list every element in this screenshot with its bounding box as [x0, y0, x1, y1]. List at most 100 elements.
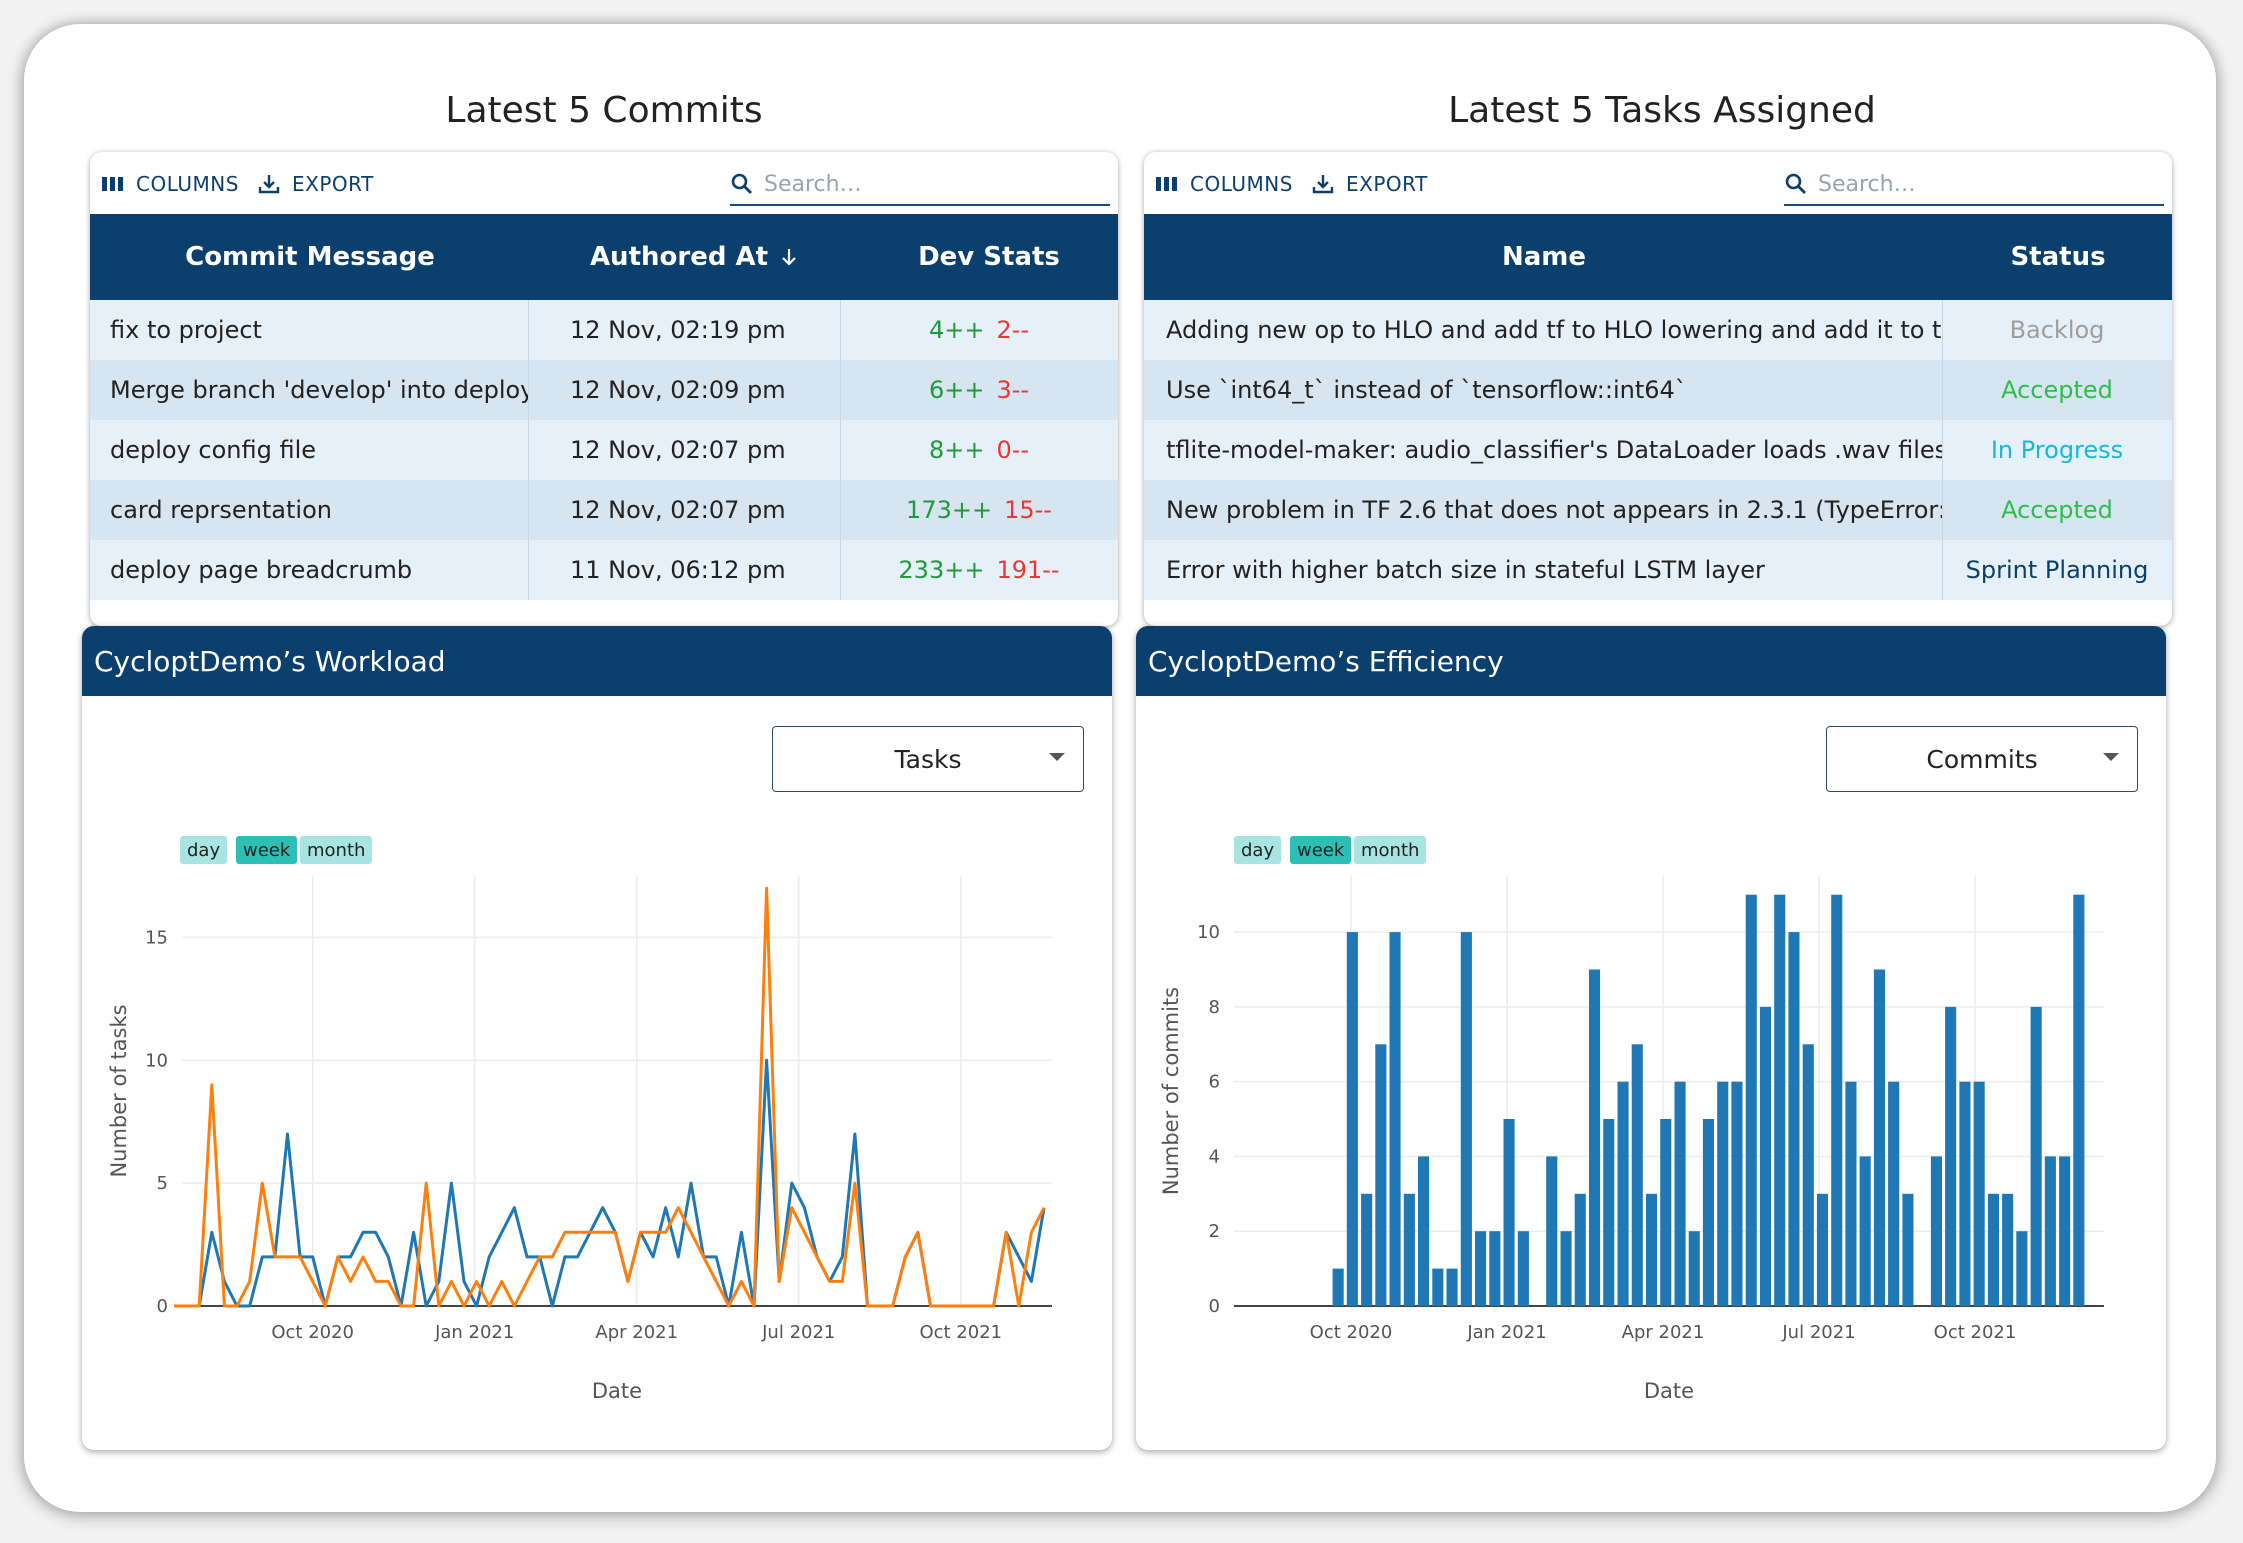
- workload-card: CycloptDemo’s Workload Tasks day week mo…: [82, 626, 1112, 1450]
- efficiency-range-day[interactable]: day: [1234, 836, 1282, 864]
- y-tick-label: 0: [1209, 1296, 1220, 1317]
- commit-message-cell: deploy page breadcrumb: [90, 540, 529, 600]
- series-line-blue: [174, 1058, 1046, 1308]
- table-row[interactable]: tflite-model-maker: audio_classifier's D…: [1144, 420, 2172, 480]
- bar: [1403, 1193, 1415, 1306]
- bar: [1646, 1193, 1658, 1306]
- bar: [1674, 1081, 1686, 1306]
- header-commit-message[interactable]: Commit Message: [185, 242, 435, 272]
- bar: [2016, 1231, 2028, 1306]
- header-name[interactable]: Name: [1501, 242, 1587, 272]
- bar: [1745, 894, 1757, 1306]
- efficiency-range-week[interactable]: week: [1290, 836, 1352, 864]
- bar: [1831, 894, 1843, 1306]
- commits-columns-button[interactable]: COLUMNS: [102, 172, 239, 196]
- dev-stats-cell: 8++ 0--: [840, 420, 1118, 480]
- columns-icon: [102, 177, 123, 191]
- authored-at-cell: 12 Nov, 02:07 pm: [528, 420, 841, 480]
- y-tick-label: 0: [157, 1296, 168, 1317]
- bar: [1446, 1268, 1458, 1306]
- y-tick-label: 10: [1197, 922, 1220, 943]
- bar: [1546, 1156, 1558, 1306]
- x-tick-label: Apr 2021: [1622, 1322, 1705, 1343]
- commit-message-cell: Merge branch 'develop' into deploy: [90, 360, 529, 420]
- workload-range-week[interactable]: week: [236, 836, 298, 864]
- bar: [1774, 894, 1786, 1306]
- search-icon: [1785, 173, 1806, 194]
- lines-added: 6++: [928, 376, 985, 404]
- tasks-columns-button[interactable]: COLUMNS: [1156, 172, 1293, 196]
- task-name-cell: Adding new op to HLO and add tf to HLO l…: [1144, 300, 1943, 360]
- bar: [1603, 1119, 1615, 1306]
- lines-removed: 2--: [996, 316, 1030, 344]
- commit-message-cell: fix to project: [90, 300, 529, 360]
- tasks-export-button[interactable]: EXPORT: [1312, 172, 1428, 196]
- header-dev-stats[interactable]: Dev Stats: [918, 242, 1060, 272]
- table-row[interactable]: card reprsentation 12 Nov, 02:07 pm 173+…: [90, 480, 1118, 540]
- commit-message-cell: card reprsentation: [90, 480, 529, 540]
- commits-export-button[interactable]: EXPORT: [258, 172, 374, 196]
- workload-range-month[interactable]: month: [300, 836, 373, 864]
- lines-added: 233++: [898, 556, 985, 584]
- bar: [1574, 1193, 1586, 1306]
- y-axis-title: Number of commits: [1159, 987, 1183, 1195]
- task-status-cell: Backlog: [2009, 316, 2105, 344]
- table-row[interactable]: Error with higher batch size in stateful…: [1144, 540, 2172, 600]
- dev-stats-cell: 4++ 2--: [840, 300, 1118, 360]
- header-authored-at[interactable]: Authored At: [530, 214, 860, 300]
- lines-removed: 191--: [996, 556, 1060, 584]
- bar: [1973, 1081, 1985, 1306]
- task-name-cell: tflite-model-maker: audio_classifier's D…: [1144, 420, 1943, 480]
- header-status[interactable]: Status: [2010, 242, 2106, 272]
- table-row[interactable]: New problem in TF 2.6 that does not appe…: [1144, 480, 2172, 540]
- y-tick-label: 2: [1209, 1221, 1220, 1242]
- bar: [1873, 969, 1885, 1306]
- y-tick-label: 6: [1209, 1072, 1220, 1093]
- workload-metric-dropdown[interactable]: Tasks: [772, 726, 1084, 792]
- bar: [1816, 1193, 1828, 1306]
- workload-title: CycloptDemo’s Workload: [82, 626, 1112, 696]
- bar: [1617, 1081, 1629, 1306]
- bar: [1959, 1081, 1971, 1306]
- x-tick-label: Jul 2021: [1781, 1322, 1855, 1343]
- commits-search: [730, 164, 1110, 206]
- bar: [1660, 1119, 1672, 1306]
- task-name-cell: Use `int64_t` instead of `tensorflow::in…: [1144, 360, 1943, 420]
- bar: [1731, 1081, 1743, 1306]
- commits-export-label: EXPORT: [292, 172, 374, 196]
- lines-added: 4++: [928, 316, 985, 344]
- table-row[interactable]: Merge branch 'develop' into deploy 12 No…: [90, 360, 1118, 420]
- table-row[interactable]: Adding new op to HLO and add tf to HLO l…: [1144, 300, 2172, 360]
- task-status-cell: Sprint Planning: [1965, 556, 2149, 584]
- efficiency-range-month[interactable]: month: [1354, 836, 1427, 864]
- bar: [2073, 894, 2085, 1306]
- efficiency-card: CycloptDemo’s Efficiency Commits day wee…: [1136, 626, 2166, 1450]
- bar: [1332, 1268, 1344, 1306]
- table-row[interactable]: deploy config file 12 Nov, 02:07 pm 8++ 0…: [90, 420, 1118, 480]
- app-frame: Latest 5 Commits COLUMNS EXPORT Commit M…: [24, 24, 2216, 1512]
- lines-added: 173++: [906, 496, 993, 524]
- download-icon: [1312, 175, 1334, 194]
- commits-table-header: Commit Message Authored At Dev Stats: [90, 214, 1118, 300]
- task-status-cell: Accepted: [2001, 376, 2113, 404]
- bar: [1375, 1044, 1387, 1306]
- x-tick-label: Apr 2021: [595, 1322, 678, 1343]
- table-row[interactable]: deploy page breadcrumb 11 Nov, 06:12 pm …: [90, 540, 1118, 600]
- columns-icon: [1156, 177, 1177, 191]
- tasks-search-input[interactable]: [1816, 170, 2120, 198]
- table-row[interactable]: Use `int64_t` instead of `tensorflow::in…: [1144, 360, 2172, 420]
- commits-search-input[interactable]: [762, 170, 1066, 198]
- efficiency-metric-dropdown[interactable]: Commits: [1826, 726, 2138, 792]
- bar: [1460, 932, 1472, 1306]
- bar: [1902, 1193, 1914, 1306]
- search-icon: [731, 173, 752, 194]
- bar: [1688, 1231, 1700, 1306]
- lines-removed: 15--: [1004, 496, 1052, 524]
- bar: [1930, 1156, 1942, 1306]
- x-tick-label: Oct 2020: [271, 1322, 354, 1343]
- table-row[interactable]: fix to project 12 Nov, 02:19 pm 4++ 2--: [90, 300, 1118, 360]
- workload-range-day[interactable]: day: [180, 836, 228, 864]
- bar: [1489, 1231, 1501, 1306]
- arrow-down-icon: [782, 249, 796, 266]
- x-tick-label: Oct 2021: [919, 1322, 1002, 1343]
